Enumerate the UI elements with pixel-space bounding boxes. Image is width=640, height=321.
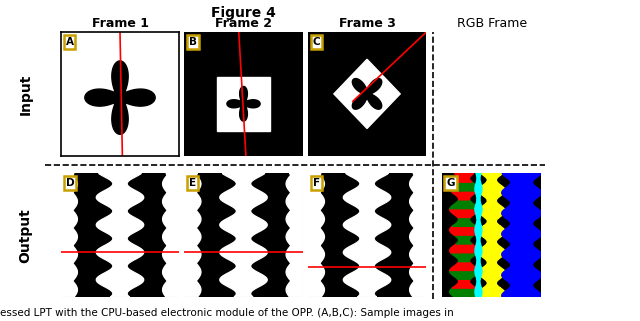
Polygon shape: [505, 218, 538, 226]
Polygon shape: [475, 262, 482, 270]
Polygon shape: [502, 226, 541, 235]
Polygon shape: [450, 270, 479, 279]
Text: Input: Input: [19, 73, 33, 115]
Polygon shape: [85, 61, 155, 134]
Polygon shape: [220, 173, 267, 297]
Polygon shape: [353, 79, 381, 109]
Polygon shape: [479, 191, 505, 200]
Polygon shape: [502, 235, 541, 244]
Polygon shape: [483, 279, 500, 288]
Polygon shape: [308, 173, 324, 297]
Polygon shape: [475, 226, 482, 235]
Polygon shape: [479, 209, 505, 218]
Polygon shape: [475, 244, 482, 253]
Text: Frame 1: Frame 1: [92, 18, 148, 30]
Polygon shape: [450, 288, 479, 297]
Polygon shape: [475, 288, 482, 297]
Polygon shape: [452, 279, 476, 288]
Polygon shape: [475, 200, 482, 209]
Polygon shape: [502, 244, 541, 253]
Polygon shape: [481, 235, 503, 244]
Polygon shape: [450, 209, 479, 218]
Polygon shape: [505, 279, 538, 288]
Text: Figure 4: Figure 4: [211, 6, 276, 21]
Text: A: A: [65, 37, 74, 47]
Polygon shape: [334, 59, 400, 128]
Polygon shape: [475, 270, 482, 279]
Polygon shape: [502, 209, 541, 218]
Polygon shape: [450, 262, 478, 270]
Polygon shape: [475, 253, 482, 262]
Polygon shape: [479, 226, 505, 235]
Polygon shape: [502, 191, 541, 200]
Text: B: B: [189, 37, 197, 47]
Bar: [218, 77, 269, 131]
Polygon shape: [502, 173, 541, 182]
Polygon shape: [479, 262, 504, 270]
Text: Frame 3: Frame 3: [339, 18, 396, 30]
Text: Output: Output: [19, 208, 33, 263]
Polygon shape: [450, 226, 479, 235]
Polygon shape: [483, 218, 500, 226]
Polygon shape: [479, 253, 505, 262]
Polygon shape: [451, 253, 477, 262]
Polygon shape: [479, 270, 505, 279]
Text: Frame 2: Frame 2: [215, 18, 272, 30]
Polygon shape: [481, 173, 503, 182]
Polygon shape: [227, 86, 260, 121]
Text: D: D: [65, 178, 74, 188]
Polygon shape: [475, 209, 482, 218]
Polygon shape: [502, 253, 541, 262]
Polygon shape: [475, 191, 482, 200]
Text: F: F: [312, 178, 320, 188]
Text: E: E: [189, 178, 196, 188]
Polygon shape: [61, 173, 77, 297]
Polygon shape: [163, 173, 179, 297]
Polygon shape: [479, 182, 505, 191]
Polygon shape: [476, 235, 481, 244]
Polygon shape: [475, 182, 482, 191]
Polygon shape: [476, 279, 481, 288]
Text: RGB Frame: RGB Frame: [457, 18, 527, 30]
Polygon shape: [476, 218, 481, 226]
Polygon shape: [450, 200, 478, 209]
Text: G: G: [446, 178, 454, 188]
Polygon shape: [410, 173, 426, 297]
Polygon shape: [451, 191, 477, 200]
Polygon shape: [479, 244, 505, 253]
Polygon shape: [184, 173, 201, 297]
Polygon shape: [97, 173, 143, 297]
Polygon shape: [450, 244, 479, 253]
Polygon shape: [452, 218, 476, 226]
Polygon shape: [476, 173, 481, 182]
Polygon shape: [344, 173, 390, 297]
Polygon shape: [450, 182, 479, 191]
Polygon shape: [286, 173, 303, 297]
Text: C: C: [312, 37, 320, 47]
Polygon shape: [454, 173, 474, 182]
Text: essed LPT with the CPU-based electronic module of the OPP. (A,B,C): Sample image: essed LPT with the CPU-based electronic …: [0, 308, 454, 318]
Polygon shape: [506, 200, 538, 209]
Polygon shape: [479, 288, 505, 297]
Polygon shape: [502, 182, 541, 191]
Polygon shape: [454, 235, 474, 244]
Polygon shape: [502, 288, 541, 297]
Polygon shape: [502, 270, 541, 279]
Polygon shape: [506, 262, 538, 270]
Polygon shape: [479, 200, 504, 209]
